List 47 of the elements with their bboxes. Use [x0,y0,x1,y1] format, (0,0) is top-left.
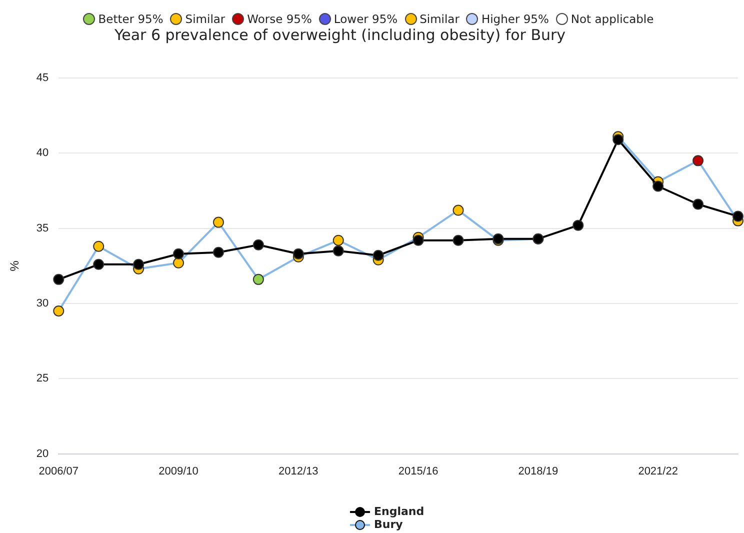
y-tick-label: 35 [36,222,49,234]
point [212,216,224,228]
y-tick-label: 45 [36,72,49,84]
point [332,245,344,256]
x-tick-label: 2006/07 [38,465,79,478]
point [412,234,424,246]
chart-title: Year 6 prevalence of overweight (including obesity) for Bury [113,26,567,44]
point [212,246,224,258]
text: Higher 95% [480,12,549,26]
point [652,180,664,192]
point [692,155,704,166]
point [252,274,264,285]
legend-label: Bury [373,518,404,531]
text: Similar [184,12,226,26]
x-tick-label: 2021/22 [638,465,678,478]
point [572,220,584,231]
x-tick-label: 2015/16 [398,465,438,478]
point [93,240,104,252]
point [332,234,344,246]
y-axis-title: % [8,260,22,272]
x-tick-label: 2009/10 [158,465,198,478]
text: Not applicable [570,12,654,26]
point [452,234,464,246]
y-tick-label: 20 [36,448,49,460]
point [173,257,184,268]
text: Similar [418,12,460,26]
point [93,258,104,270]
point [612,134,624,146]
point [692,198,704,210]
point [252,239,264,250]
legend-label: England [373,505,424,518]
y-tick-label: 30 [36,298,49,310]
point [53,305,64,316]
y-tick-label: 40 [36,147,49,160]
point [53,274,64,285]
point [292,248,304,260]
point [173,248,184,260]
point [133,258,144,270]
point [732,210,744,222]
x-tick-label: 2012/13 [278,465,318,478]
text: Better 95% [97,12,164,26]
point [372,250,384,261]
text: Lower 95% [332,12,398,26]
text: Worse 95% [246,12,312,26]
point [452,204,464,216]
x-tick-label: 2018/19 [518,465,558,478]
y-tick-label: 25 [36,372,49,385]
